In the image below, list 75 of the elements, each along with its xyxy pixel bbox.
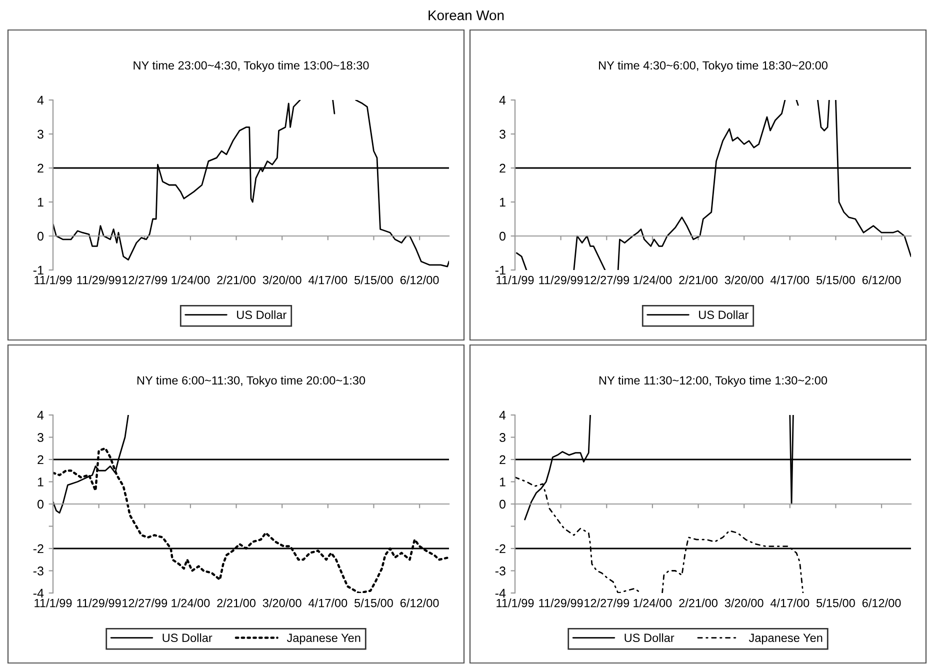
x-tick-label: 6/12/00 [400, 276, 439, 284]
x-tick-label: 3/20/00 [262, 276, 302, 284]
y-tick-label: 1 [500, 198, 506, 207]
x-tick-label: 5/15/00 [816, 598, 855, 608]
x-tick-label: 4/17/00 [770, 276, 810, 284]
legend-label: US Dollar [699, 310, 748, 320]
x-tick-label: 11/1/99 [34, 276, 72, 284]
chart-title: NY time 23:00~4:30, Tokyo time 13:00~18:30 [134, 60, 369, 72]
y-tick-label: -2 [495, 544, 506, 554]
y-tick-label: 0 [500, 500, 506, 509]
y-tick-label: 3 [500, 130, 506, 139]
x-tick-label: 11/1/99 [496, 276, 534, 284]
x-tick-label: 11/1/99 [34, 598, 72, 608]
y-tick-label: -1 [495, 266, 506, 275]
y-tick-label: 1 [500, 478, 506, 486]
x-tick-label: 3/20/00 [724, 276, 764, 284]
legend-label: Japanese Yen [748, 634, 822, 644]
y-tick-label: 4 [499, 96, 506, 105]
y-tick-label: 2 [38, 164, 44, 173]
legend-label: US Dollar [237, 310, 286, 320]
x-tick-label: 3/20/00 [724, 598, 764, 608]
chart-title: NY time 11:30~12:00, Tokyo time 1:30~2:00 [599, 376, 828, 387]
x-tick-label: 3/20/00 [262, 598, 302, 608]
y-tick-label: -2 [33, 544, 44, 554]
y-tick-label: 2 [38, 455, 44, 464]
x-tick-label: 2/21/00 [217, 276, 256, 284]
x-tick-label: 4/17/00 [770, 598, 810, 608]
x-tick-label: 11/29/99 [77, 276, 121, 284]
x-tick-label: 1/24/00 [172, 276, 210, 284]
x-tick-label: 2/21/00 [679, 598, 718, 608]
x-tick-label: 2/21/00 [679, 276, 718, 284]
x-tick-label: 1/24/00 [634, 598, 672, 608]
y-tick-label: 3 [38, 130, 44, 139]
x-tick-label: 1/24/00 [634, 276, 672, 284]
y-tick-label: 0 [500, 232, 506, 241]
y-tick-label: 1 [38, 478, 44, 486]
x-tick-label: 5/15/00 [354, 276, 393, 284]
y-tick-label: 0 [38, 500, 44, 509]
y-tick-label: 4 [37, 96, 44, 105]
y-tick-label: -3 [495, 566, 506, 576]
legend-label: US Dollar [162, 633, 212, 642]
legend-label: Japanese Yen [286, 634, 360, 644]
y-tick-label: 1 [38, 198, 44, 207]
x-tick-label: 12/27/99 [584, 598, 630, 608]
y-tick-label: 2 [500, 455, 506, 464]
y-tick-label: -3 [33, 566, 44, 576]
x-tick-label: 12/27/99 [584, 276, 630, 284]
legend-label: US Dollar [624, 633, 674, 642]
text: Korean Won [428, 10, 504, 20]
x-tick-label: 11/29/99 [539, 276, 583, 284]
x-tick-label: 6/12/00 [400, 598, 439, 608]
x-tick-label: 12/27/99 [122, 598, 168, 608]
y-tick-label: -4 [33, 588, 44, 598]
x-tick-label: 4/17/00 [308, 598, 348, 608]
x-tick-label: 6/12/00 [862, 598, 901, 608]
x-tick-label: 6/12/00 [862, 276, 901, 284]
y-tick-label: -4 [495, 588, 506, 598]
y-tick-label: 4 [37, 410, 44, 420]
chart-title: NY time 6:00~11:30, Tokyo time 20:00~1:30 [137, 376, 366, 387]
y-tick-label: 4 [499, 410, 506, 420]
x-tick-label: 11/1/99 [496, 598, 534, 608]
x-tick-label: 11/29/99 [77, 598, 121, 608]
x-tick-label: 11/29/99 [539, 598, 583, 608]
chart-title: NY time 4:30~6:00, Tokyo time 18:30~20:00 [599, 60, 828, 72]
x-tick-label: 4/17/00 [308, 276, 348, 284]
y-tick-label: -1 [33, 266, 44, 275]
x-tick-label: 12/27/99 [122, 276, 168, 284]
y-tick-label: 0 [38, 232, 44, 241]
x-tick-label: 5/15/00 [354, 598, 393, 608]
x-tick-label: 1/24/00 [172, 598, 210, 608]
y-tick-label: 3 [500, 433, 506, 442]
y-tick-label: 2 [500, 164, 506, 173]
x-tick-label: 5/15/00 [816, 276, 855, 284]
x-tick-label: 2/21/00 [217, 598, 256, 608]
y-tick-label: 3 [38, 433, 44, 442]
